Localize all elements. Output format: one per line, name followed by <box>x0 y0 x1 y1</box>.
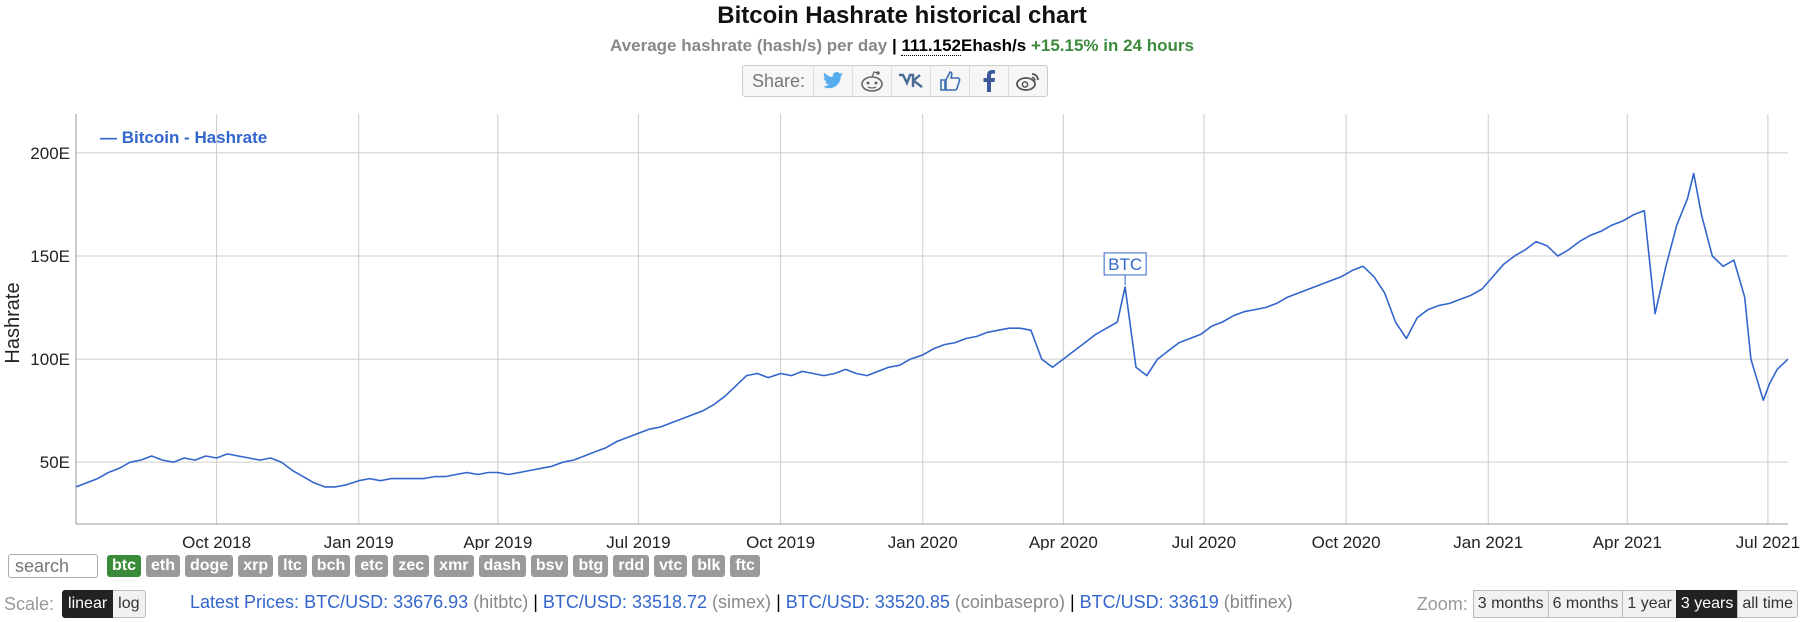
x-tick-label: Oct 2019 <box>746 533 815 550</box>
x-tick-label: Apr 2020 <box>1029 533 1098 550</box>
coin-button-dash[interactable]: dash <box>478 555 526 577</box>
hashrate-chart[interactable]: 50E 100E 150E 200E Oct 2018 Jan 2019 Apr 2019 J… <box>0 110 1804 550</box>
price-pair: BTC/USD: <box>785 592 870 612</box>
x-tick-label: Apr 2021 <box>1593 533 1662 550</box>
like-share-button[interactable] <box>930 66 969 96</box>
price-pair: BTC/USD: <box>542 592 627 612</box>
like-icon <box>940 71 961 91</box>
price-source: (simex) <box>712 592 772 612</box>
vk-share-button[interactable] <box>891 66 930 96</box>
price-source: (bitfinex) <box>1223 592 1293 612</box>
scale-label: Scale: <box>4 593 55 614</box>
coin-button-etc[interactable]: etc <box>355 555 389 577</box>
coin-button-btg[interactable]: btg <box>573 555 609 577</box>
y-tick-label: 100E <box>30 350 70 369</box>
reddit-share-button[interactable] <box>852 66 891 96</box>
price-value: 33676.93 <box>393 592 469 612</box>
facebook-icon <box>983 70 996 92</box>
coin-button-zec[interactable]: zec <box>393 555 430 577</box>
coin-button-bsv[interactable]: bsv <box>530 555 569 577</box>
subtitle: Average hashrate (hash/s) per day | 111.… <box>0 36 1804 56</box>
zoom-label: Zoom: <box>1416 593 1468 614</box>
x-tick-label: Oct 2020 <box>1312 533 1381 550</box>
x-tick-label: Oct 2018 <box>182 533 251 550</box>
x-tick-label: Apr 2019 <box>463 533 532 550</box>
annotation-box[interactable] <box>1103 252 1147 276</box>
y-tick-label: 200E <box>30 144 70 163</box>
x-tick-label: Jan 2020 <box>888 533 958 550</box>
scale-linear-button[interactable]: linear <box>62 590 114 618</box>
x-tick-label: Jul 2021 <box>1736 533 1800 550</box>
price-source: (hitbtc) <box>473 592 529 612</box>
reddit-icon <box>861 71 883 92</box>
current-hashrate-unit: Ehash/s <box>961 36 1027 55</box>
price-pair: BTC/USD: <box>304 592 389 612</box>
price-separator: | <box>533 592 538 612</box>
current-hashrate-value[interactable]: 111.152 <box>901 36 962 56</box>
price-separator: | <box>776 592 781 612</box>
coin-button-vtc[interactable]: vtc <box>654 555 688 577</box>
price-value: 33619 <box>1168 592 1219 612</box>
zoom-all-time-button[interactable]: all time <box>1737 590 1798 618</box>
zoom-1-year-button[interactable]: 1 year <box>1622 590 1677 618</box>
coin-button-btc[interactable]: btc <box>107 555 141 577</box>
twitter-icon <box>823 72 843 89</box>
coin-selector: btc eth doge xrp ltc bch etc zec xmr dash bsv btg rd… <box>107 555 765 577</box>
chart-header: Bitcoin Hashrate historical chart Averag… <box>0 0 1804 56</box>
price-value: 33520.85 <box>874 592 950 612</box>
facebook-share-button[interactable] <box>969 66 1008 96</box>
zoom-6-months-button[interactable]: 6 months <box>1547 590 1624 618</box>
share-label: Share: <box>752 70 806 91</box>
scale-log-button[interactable]: log <box>113 590 146 618</box>
y-tick-label: 150E <box>30 247 70 266</box>
coin-button-ftc[interactable]: ftc <box>730 555 760 577</box>
y-axis-label: Hashrate <box>2 282 24 363</box>
coin-button-xrp[interactable]: xrp <box>238 555 274 577</box>
subtitle-prefix: Average hashrate (hash/s) per day <box>610 36 888 55</box>
weibo-share-button[interactable] <box>1008 66 1047 96</box>
coin-button-doge[interactable]: doge <box>185 555 234 577</box>
price-pair: BTC/USD: <box>1079 592 1164 612</box>
price-source: (coinbasepro) <box>954 592 1065 612</box>
x-tick-label: Jan 2019 <box>324 533 394 550</box>
page-title: Bitcoin Hashrate historical chart <box>717 2 1087 29</box>
coin-button-blk[interactable]: blk <box>692 555 726 577</box>
price-value: 33518.72 <box>631 592 708 612</box>
hashrate-change: +15.15% in 24 hours <box>1030 36 1194 55</box>
x-tick-label: Jul 2019 <box>606 533 670 550</box>
subtitle-separator: | <box>891 36 897 55</box>
series-line-bitcoin-hashrate <box>75 172 1789 488</box>
x-tick-label: Jul 2020 <box>1172 533 1236 550</box>
twitter-share-button[interactable] <box>813 66 852 96</box>
y-tick-label: 50E <box>40 453 70 472</box>
annotation-label: BTC <box>1108 255 1142 274</box>
vk-icon <box>899 73 923 88</box>
coin-button-bch[interactable]: bch <box>311 555 351 577</box>
coin-button-rdd[interactable]: rdd <box>613 555 650 577</box>
zoom-switch: Zoom: 3 months 6 months 1 year 3 years a… <box>1417 590 1798 618</box>
share-bar: Share: <box>742 65 1049 97</box>
coin-button-xmr[interactable]: xmr <box>434 555 474 577</box>
scale-switch: Scale: linear log <box>4 590 146 618</box>
x-tick-label: Jan 2021 <box>1453 533 1523 550</box>
latest-prices: Latest Prices: BTC/USD: 33676.93 (hitbtc… <box>190 592 1293 613</box>
coin-button-ltc[interactable]: ltc <box>278 555 307 577</box>
coin-search-input[interactable] <box>8 554 98 578</box>
weibo-icon <box>1016 73 1039 91</box>
price-separator: | <box>1069 592 1075 612</box>
zoom-3-months-button[interactable]: 3 months <box>1472 590 1549 618</box>
zoom-3-years-button[interactable]: 3 years <box>1675 590 1739 618</box>
legend-item-bitcoin-hashrate[interactable]: — Bitcoin - Hashrate <box>100 128 267 147</box>
coin-button-eth[interactable]: eth <box>146 555 180 577</box>
latest-prices-label: Latest Prices: <box>190 592 300 612</box>
